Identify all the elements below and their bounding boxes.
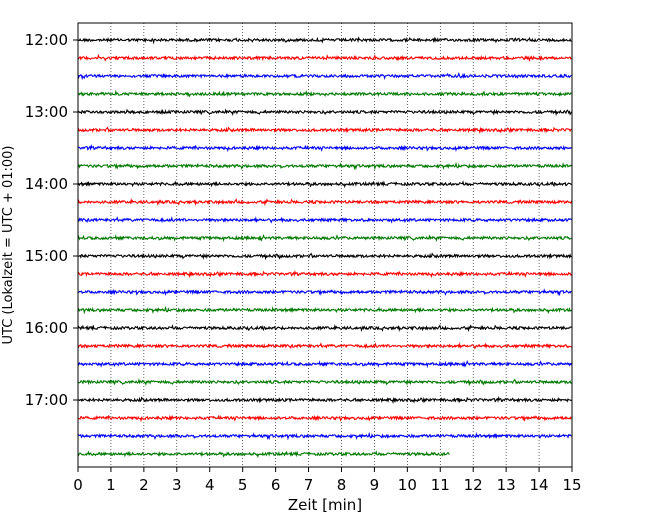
y-axis: 12:00 13:00 14:00 15:00 16:00 17:00 (25, 31, 78, 409)
trace-1445 (77, 234, 572, 243)
trace-1315 (77, 126, 572, 135)
trace-1730 (77, 431, 572, 441)
trace-1500 (77, 252, 572, 261)
trace-1215 (77, 53, 572, 62)
trace-1430 (77, 216, 572, 224)
trace-1345 (77, 161, 572, 171)
trace-1200 (77, 36, 572, 45)
trace-1530 (77, 288, 572, 297)
x-tick-label: 9 (370, 476, 380, 494)
x-tick-label: 15 (562, 476, 581, 494)
x-tick-label: 12 (464, 476, 483, 494)
x-tick-label: 11 (431, 476, 450, 494)
y-tick-label: 13:00 (25, 103, 68, 121)
trace-1245 (77, 89, 572, 98)
x-tick-label: 10 (398, 476, 417, 494)
x-tick-label: 3 (172, 476, 182, 494)
y-tick-label: 17:00 (25, 391, 68, 409)
trace-1700 (77, 395, 572, 405)
trace-1600 (77, 323, 572, 333)
trace-1545 (77, 305, 572, 315)
trace-group (77, 36, 573, 459)
y-tick-label: 15:00 (25, 247, 68, 265)
trace-1330 (77, 143, 572, 153)
trace-1300 (77, 108, 573, 117)
trace-1645 (77, 378, 572, 387)
x-tick-label: 14 (530, 476, 549, 494)
x-tick-label: 13 (497, 476, 516, 494)
y-tick-label: 12:00 (25, 31, 68, 49)
x-tick-label: 8 (337, 476, 347, 494)
x-tick-label: 6 (271, 476, 281, 494)
x-axis: 0 1 2 3 4 5 6 7 8 9 10 11 12 13 14 15 (73, 467, 582, 494)
y-axis-title: UTC (Lokalzeit = UTC + 01:00) (1, 146, 16, 345)
trace-1230 (77, 71, 572, 81)
x-tick-label: 0 (73, 476, 83, 494)
vertical-grid (110, 23, 540, 467)
trace-1400 (77, 180, 572, 189)
trace-1515 (77, 269, 572, 279)
plot-frame (77, 22, 573, 468)
x-axis-title: Zeit [min] (288, 496, 362, 514)
y-tick-label: 16:00 (25, 319, 68, 337)
trace-1415 (77, 197, 573, 207)
x-tick-label: 2 (139, 476, 149, 494)
x-tick-label: 5 (238, 476, 248, 494)
trace-1630 (77, 360, 572, 369)
trace-1715 (77, 414, 572, 423)
x-tick-label: 7 (304, 476, 314, 494)
trace-1615 (77, 342, 572, 350)
y-tick-label: 14:00 (25, 175, 68, 193)
trace-1745 (77, 450, 450, 459)
x-tick-label: 1 (106, 476, 116, 494)
x-tick-label: 4 (205, 476, 215, 494)
